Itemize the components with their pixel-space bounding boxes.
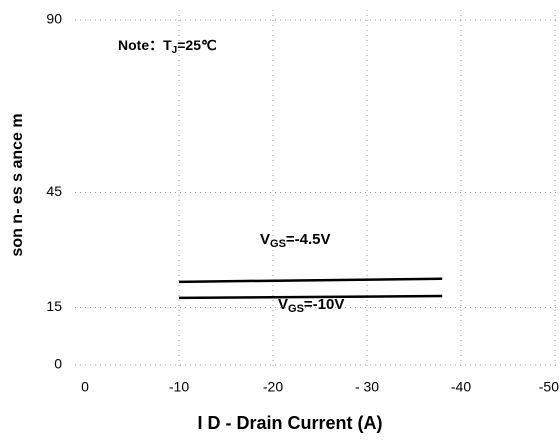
y-axis-label: son n- es s ance m: [9, 113, 26, 256]
note-text: Note：T: [118, 37, 172, 53]
series-label-part: GS: [288, 303, 304, 315]
x-tick-label: - 30: [355, 379, 379, 395]
y-tick-label: 45: [46, 183, 62, 199]
series-label-part: V: [278, 296, 288, 313]
series-label-part: GS: [270, 238, 286, 250]
y-tick-label: 90: [46, 11, 62, 27]
note-text: =25℃: [177, 37, 217, 53]
x-tick-label: 0: [81, 379, 89, 395]
series-label-part: V: [260, 231, 270, 248]
series-label-part: =-10V: [304, 296, 344, 313]
note: Note：TJ=25℃: [118, 37, 217, 56]
x-tick-label: -10: [169, 379, 189, 395]
series-label: VGS=-10V: [278, 296, 344, 315]
series-label: VGS=-4.5V: [260, 231, 331, 250]
note-sub: J: [172, 45, 178, 56]
x-tick-label: -40: [451, 379, 471, 395]
x-axis-label: I D - Drain Current (A): [197, 413, 382, 433]
series-label-part: =-4.5V: [286, 231, 331, 248]
x-tick-label: -20: [263, 379, 283, 395]
y-tick-label: 0: [54, 356, 62, 372]
line: [178, 294, 443, 300]
y-tick-label: 15: [46, 298, 62, 314]
x-tick-label: -50: [539, 379, 559, 395]
line: [178, 277, 443, 284]
